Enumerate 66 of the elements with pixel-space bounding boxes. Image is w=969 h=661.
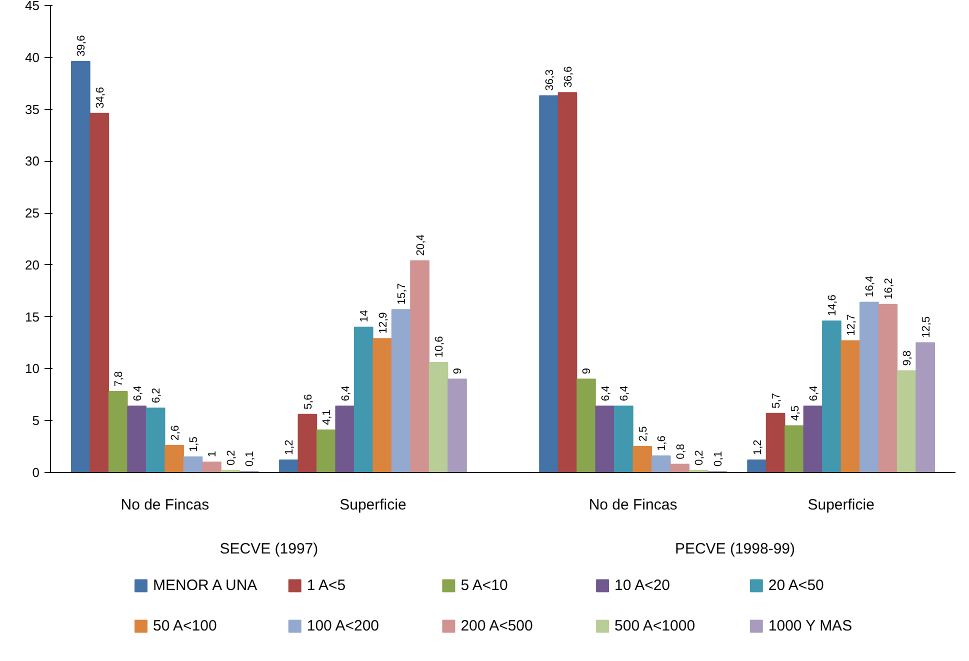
y-tick-label: 20 bbox=[25, 257, 40, 272]
x-tick-label: No de Fincas bbox=[120, 496, 210, 514]
data-label: 9,8 bbox=[902, 350, 914, 366]
y-tick-label: 35 bbox=[25, 102, 40, 117]
data-label: 2,5 bbox=[637, 426, 650, 442]
y-tick-label: 25 bbox=[25, 206, 40, 221]
data-label: 14 bbox=[358, 310, 371, 322]
data-label: 0,2 bbox=[694, 450, 706, 466]
y-tick-label: 40 bbox=[25, 50, 40, 65]
data-label: 6,2 bbox=[150, 388, 163, 404]
data-label: 9 bbox=[452, 368, 464, 374]
data-label: 14,6 bbox=[826, 294, 839, 316]
data-label: 7,8 bbox=[113, 371, 126, 387]
data-label: 0,8 bbox=[674, 444, 687, 460]
data-label: 6,4 bbox=[600, 386, 612, 402]
data-label: 16,2 bbox=[882, 278, 895, 300]
y-tick-label: 45 bbox=[25, 0, 40, 13]
y-tick-label: 15 bbox=[25, 309, 40, 324]
data-label: 20,4 bbox=[414, 234, 427, 256]
data-label: 10,6 bbox=[434, 336, 446, 358]
data-label: 12,7 bbox=[845, 314, 858, 336]
text: SECVE (1997) bbox=[220, 540, 318, 558]
data-label: 4,1 bbox=[321, 410, 334, 425]
data-label: 1,2 bbox=[284, 440, 296, 456]
x-tick-label: Superficie bbox=[340, 496, 406, 514]
data-label: 6,4 bbox=[132, 386, 144, 402]
legend-label: 10 A<20 bbox=[614, 577, 670, 594]
x-tick-label: No de Fincas bbox=[588, 496, 678, 514]
y-tick-label: 5 bbox=[32, 413, 40, 428]
legend-label: 1 A<5 bbox=[306, 577, 346, 594]
data-label: 15,7 bbox=[396, 283, 408, 305]
data-label: 12,5 bbox=[920, 316, 932, 338]
data-label: 39,6 bbox=[76, 35, 88, 57]
y-tick-label: 10 bbox=[25, 361, 40, 376]
data-label: 0,1 bbox=[244, 451, 256, 466]
legend-label: 200 A<500 bbox=[460, 618, 533, 635]
legend-label: 20 A<50 bbox=[768, 577, 824, 594]
data-label: 4,5 bbox=[789, 406, 802, 421]
data-label: 34,6 bbox=[94, 87, 106, 108]
data-label: 1,2 bbox=[752, 440, 764, 456]
x-tick-label: Superficie bbox=[808, 496, 874, 514]
y-tick-label: 0 bbox=[32, 465, 40, 480]
data-label: 36,6 bbox=[562, 66, 574, 88]
data-label: 1 bbox=[206, 450, 219, 458]
data-label: 1,5 bbox=[188, 436, 200, 452]
data-label: 9 bbox=[581, 368, 594, 374]
data-label: 2,6 bbox=[169, 425, 182, 441]
legend-label: MENOR A UNA bbox=[153, 577, 258, 594]
data-label: 0,1 bbox=[712, 451, 724, 466]
text: PECVE (1998-99) bbox=[674, 540, 795, 558]
y-tick-label: 30 bbox=[25, 154, 40, 169]
data-label: 5,6 bbox=[302, 394, 314, 410]
legend-label: 1000 Y MAS bbox=[768, 618, 852, 635]
data-label: 6,4 bbox=[808, 386, 820, 402]
data-label: 36,3 bbox=[544, 69, 556, 91]
data-label: 6,4 bbox=[618, 386, 631, 402]
legend-label: 500 A<1000 bbox=[614, 618, 696, 635]
data-label: 5,7 bbox=[770, 393, 783, 408]
data-label: 6,4 bbox=[340, 386, 352, 402]
legend-label: 5 A<10 bbox=[460, 577, 508, 594]
data-label: 1,6 bbox=[656, 436, 668, 451]
legend-label: 100 A<200 bbox=[306, 618, 380, 635]
data-label: 0,2 bbox=[225, 450, 238, 466]
data-label: 16,4 bbox=[864, 276, 876, 298]
legend-label: 50 A<100 bbox=[153, 618, 217, 635]
data-label: 12,9 bbox=[377, 312, 390, 334]
